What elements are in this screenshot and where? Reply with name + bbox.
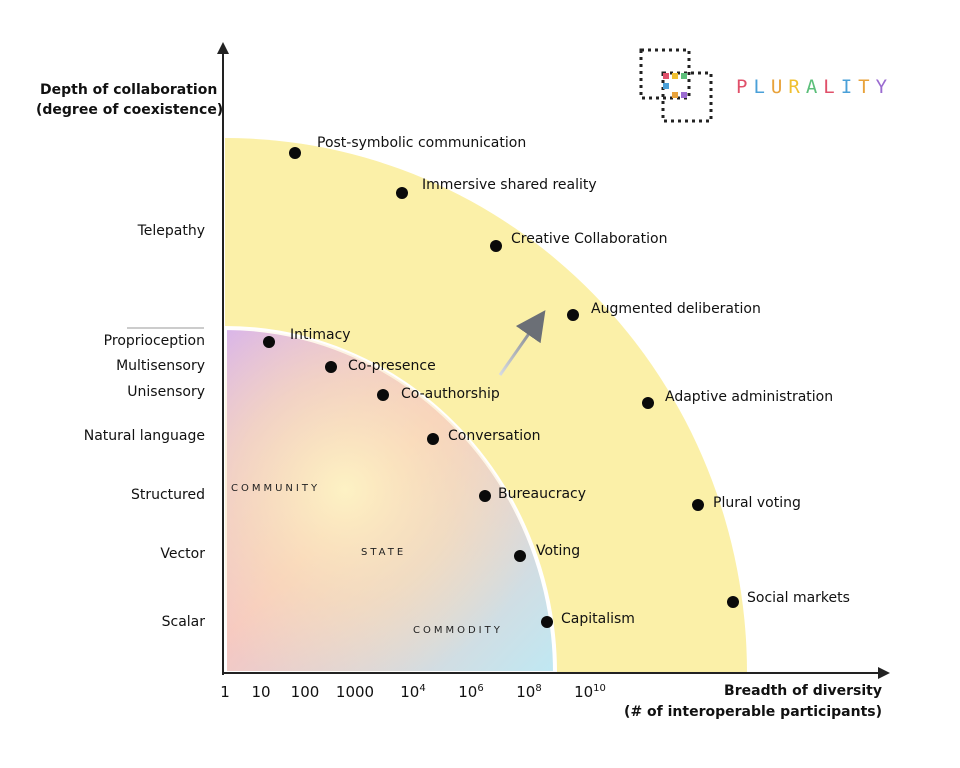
point-augmented-deliberation: [567, 309, 579, 321]
x-tick-base: 10: [516, 683, 536, 701]
point-capitalism: [541, 616, 553, 628]
x-tick-base: 1000: [335, 683, 375, 701]
x-tick-base: 1: [220, 683, 230, 701]
x-tick-base: 10: [458, 683, 478, 701]
point-label-bureaucracy: Bureaucracy: [498, 486, 587, 502]
region-commodity: COMMODITY: [413, 625, 503, 636]
point-label-conversation: Conversation: [448, 428, 541, 444]
wordmark-letter: P: [736, 76, 754, 98]
y-tick-natural-language: Natural language: [83, 428, 205, 444]
wordmark-letter: I: [840, 76, 859, 98]
x-tick-exp: 6: [477, 683, 484, 694]
point-markers: [263, 147, 739, 628]
point-label-creative: Creative Collaboration: [511, 231, 668, 247]
x-tick: 104: [400, 683, 425, 701]
x-tick: 106: [458, 683, 483, 701]
wordmark-letter: R: [788, 76, 806, 98]
point-creative-collaboration: [490, 240, 502, 252]
point-adaptive-administration: [642, 397, 654, 409]
plurality-wordmark: PLURALITY: [736, 76, 893, 98]
point-intimacy: [263, 336, 275, 348]
x-tick-exp: 10: [593, 683, 606, 694]
point-label-augmented: Augmented deliberation: [591, 301, 761, 317]
point-voting: [514, 550, 526, 562]
point-label-post-symbolic: Post-symbolic communication: [317, 135, 527, 151]
point-label-intimacy: Intimacy: [290, 327, 351, 343]
x-tick-base: 10: [400, 683, 420, 701]
y-axis-title-line1: Depth of collaboration: [40, 82, 218, 98]
wordmark-letter: A: [805, 76, 824, 98]
plurality-logo-icon: [639, 48, 713, 123]
trend-arrow: [498, 310, 546, 376]
point-label-plural-voting: Plural voting: [713, 495, 801, 511]
y-axis-title-line2: (degree of coexistence): [36, 102, 224, 118]
y-tick-vector: Vector: [160, 546, 205, 562]
wordmark-letter: L: [823, 76, 841, 98]
x-tick-exp: 4: [419, 683, 426, 694]
y-axis-arrow: [217, 42, 229, 54]
point-label-immersive: Immersive shared reality: [422, 177, 597, 193]
wordmark-letter: U: [770, 76, 789, 98]
x-tick: 1000: [336, 683, 374, 701]
point-label-voting: Voting: [536, 543, 581, 559]
x-tick: 10: [251, 683, 270, 701]
x-tick-base: 10: [251, 683, 271, 701]
point-label-social-markets: Social markets: [747, 590, 850, 606]
point-immersive-shared-reality: [396, 187, 408, 199]
point-post-symbolic-communication: [289, 147, 301, 159]
x-tick: 100: [291, 683, 320, 701]
point-bureaucracy: [479, 490, 491, 502]
point-conversation: [427, 433, 439, 445]
x-tick: 108: [516, 683, 541, 701]
y-tick-multisensory: Multisensory: [116, 358, 205, 374]
point-label-co-presence: Co-presence: [348, 358, 436, 374]
point-plural-voting: [692, 499, 704, 511]
y-tick-proprioception: Proprioception: [103, 333, 205, 349]
y-tick-unisensory: Unisensory: [127, 384, 205, 400]
point-label-adaptive: Adaptive administration: [665, 389, 834, 405]
point-label-co-authorship: Co-authorship: [401, 386, 500, 402]
point-co-presence: [325, 361, 337, 373]
y-tick-structured: Structured: [130, 487, 205, 503]
x-axis-title-line2: (# of interoperable participants): [624, 704, 882, 720]
x-tick-base: 100: [290, 683, 320, 701]
x-tick: 1010: [574, 683, 606, 701]
region-state: STATE: [361, 547, 407, 558]
y-tick-telepathy: Telepathy: [137, 223, 205, 239]
y-tick-scalar: Scalar: [161, 614, 205, 630]
wordmark-letter: L: [753, 76, 771, 98]
point-social-markets: [727, 596, 739, 608]
region-community: COMMUNITY: [231, 483, 321, 494]
point-co-authorship: [377, 389, 389, 401]
wordmark-letter: T: [858, 76, 876, 98]
x-axis-arrow: [878, 667, 890, 679]
x-tick-base: 10: [574, 683, 594, 701]
wordmark-letter: Y: [875, 76, 894, 98]
point-label-capitalism: Capitalism: [561, 611, 635, 627]
x-tick: 1: [220, 683, 230, 701]
x-tick-exp: 8: [535, 683, 542, 694]
x-axis-title-line1: Breadth of diversity: [724, 683, 882, 699]
